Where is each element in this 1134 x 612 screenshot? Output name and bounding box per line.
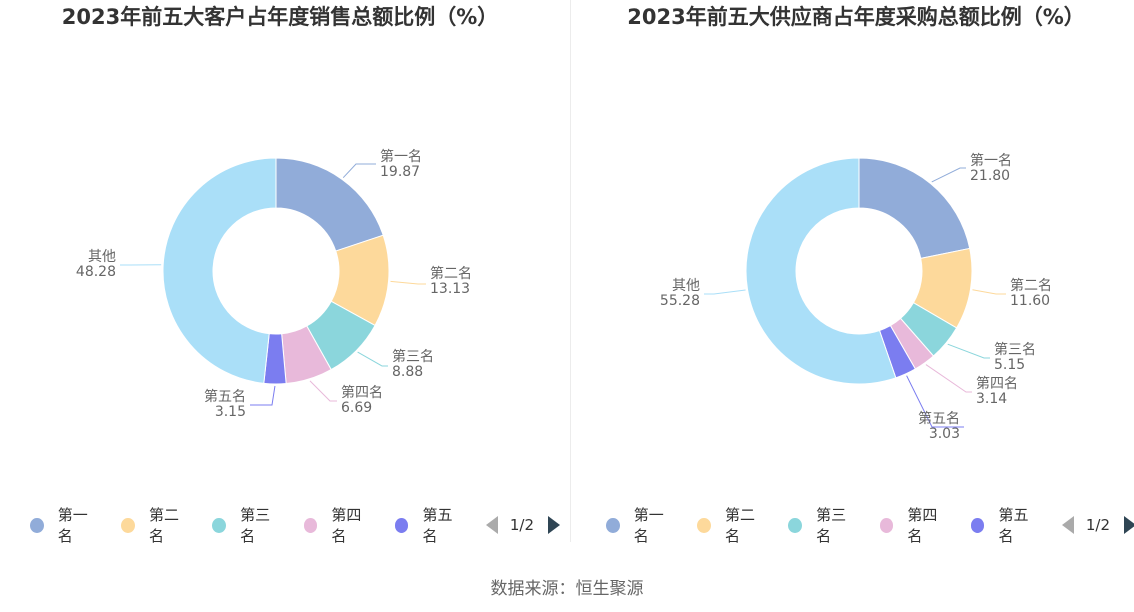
legend-pager: 1/2 xyxy=(485,516,560,534)
legend-label: 第五名 xyxy=(422,506,453,545)
slice-category-label: 第四名 xyxy=(341,384,383,401)
legend-item[interactable]: 第五名 xyxy=(970,504,1040,546)
legend-page-indicator: 1/2 xyxy=(509,516,534,534)
legend-item[interactable]: 第五名 xyxy=(394,504,464,546)
legend-item[interactable]: 第四名 xyxy=(303,504,373,546)
slice-category-label: 第五名 xyxy=(918,410,960,427)
legend-marker xyxy=(879,517,894,533)
legend-item[interactable]: 第一名 xyxy=(606,504,675,546)
leader-line xyxy=(250,385,276,406)
slice-category-label: 第二名 xyxy=(430,265,472,282)
slice-value-label: 5.15 xyxy=(994,357,1025,373)
slice-category-label: 第三名 xyxy=(392,348,434,365)
leader-line xyxy=(309,380,337,402)
legend-label: 第四名 xyxy=(907,506,938,545)
legend-label: 第一名 xyxy=(57,506,88,545)
legend-item[interactable]: 第四名 xyxy=(879,504,949,546)
chart-title: 2023年前五大客户占年度销售总额比例（%） xyxy=(61,5,499,29)
legend-marker xyxy=(394,517,409,533)
leader-line xyxy=(925,364,972,393)
slice-category-label: 第四名 xyxy=(976,375,1018,392)
legend-item[interactable]: 第三名 xyxy=(212,504,281,546)
slice-value-label: 55.28 xyxy=(660,293,700,309)
slice-value-label: 3.14 xyxy=(976,391,1007,407)
legend-marker xyxy=(303,517,318,533)
slice-category-label: 其他 xyxy=(88,249,116,265)
slice-1[interactable] xyxy=(275,157,384,252)
prev-page-icon[interactable] xyxy=(485,516,498,534)
legend-item[interactable]: 第二名 xyxy=(121,504,190,546)
legend-marker xyxy=(697,517,711,533)
legend-label: 第四名 xyxy=(331,506,362,545)
next-page-icon[interactable] xyxy=(1124,516,1134,534)
slice-category-label: 第三名 xyxy=(994,341,1036,358)
chart-title: 2023年前五大供应商占年度采购总额比例（%） xyxy=(627,5,1085,29)
legend-marker xyxy=(970,517,985,533)
slice-value-label: 6.69 xyxy=(341,400,372,416)
slice-value-label: 3.03 xyxy=(929,426,960,442)
slice-1[interactable] xyxy=(858,157,971,260)
slice-value-label: 8.88 xyxy=(392,364,423,380)
legend-marker xyxy=(121,517,135,533)
legend-marker xyxy=(212,517,227,533)
slice-category-label: 第一名 xyxy=(380,148,422,165)
leader-line xyxy=(931,167,966,183)
slice-value-label: 11.60 xyxy=(1010,293,1050,309)
legend-item[interactable]: 第一名 xyxy=(30,504,99,546)
leader-line xyxy=(704,289,746,295)
data-source-note: 数据来源：恒生聚源 xyxy=(490,579,644,599)
chart-legend: 第一名 第二名 第三名 第四名 第五名 1/2 xyxy=(30,506,560,545)
leader-line xyxy=(947,343,990,359)
legend-pager: 1/2 xyxy=(1061,516,1134,534)
slice-value-label: 3.15 xyxy=(215,404,246,420)
slice-value-label: 13.13 xyxy=(430,281,470,297)
next-page-icon[interactable] xyxy=(548,516,560,534)
legend-label: 第五名 xyxy=(998,506,1029,545)
chart-legend: 第一名 第二名 第三名 第四名 第五名 1/2 xyxy=(606,506,1134,545)
slice-value-label: 48.28 xyxy=(76,264,116,280)
leader-line xyxy=(390,280,426,285)
legend-item[interactable]: 第三名 xyxy=(788,504,857,546)
legend-label: 第三名 xyxy=(816,506,847,545)
legend-page-indicator: 1/2 xyxy=(1085,516,1110,534)
leader-line xyxy=(342,163,376,179)
legend-marker xyxy=(30,517,44,533)
slice-category-label: 第一名 xyxy=(970,152,1012,169)
supplier-chart-panel: 2023年前五大供应商占年度采购总额比例（%） 第一名 21.80 第二名 11.60… xyxy=(576,0,1134,560)
prev-page-icon[interactable] xyxy=(1061,516,1074,534)
legend-marker xyxy=(606,517,620,533)
slice-value-label: 21.80 xyxy=(970,168,1010,184)
legend-label: 第二名 xyxy=(724,506,755,545)
leader-line xyxy=(906,375,964,428)
slice-6[interactable] xyxy=(162,157,277,384)
leader-line xyxy=(357,351,388,367)
legend-item[interactable]: 第二名 xyxy=(697,504,766,546)
leader-line xyxy=(972,289,1006,295)
slice-category-label: 其他 xyxy=(672,278,700,294)
legend-label: 第二名 xyxy=(148,506,179,545)
legend-marker xyxy=(788,517,803,533)
slice-6[interactable] xyxy=(745,157,897,385)
legend-label: 第三名 xyxy=(240,506,271,545)
slice-category-label: 第五名 xyxy=(204,388,246,405)
slice-value-label: 19.87 xyxy=(380,164,420,180)
customer-chart-panel: 2023年前五大客户占年度销售总额比例（%） 第一名 19.87 第二名 13.13 第… xyxy=(0,0,560,560)
slice-category-label: 第二名 xyxy=(1010,277,1052,294)
legend-label: 第一名 xyxy=(633,506,664,545)
panel-divider xyxy=(570,0,571,542)
